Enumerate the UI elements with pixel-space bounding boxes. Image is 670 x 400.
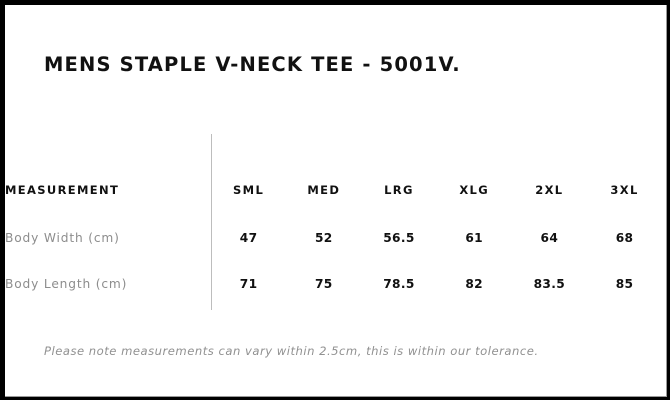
table-row: Body Width (cm) 47 52 56.5 61 64 68 [5, 215, 662, 261]
column-header-sml: SML [233, 183, 265, 197]
row-label-body-length: Body Length (cm) [5, 277, 128, 291]
column-header-xlg: XLG [459, 183, 489, 197]
cell-body-length-lrg: 78.5 [383, 277, 415, 291]
cell-body-length-sml: 71 [239, 277, 258, 291]
table-header-row: MEASUREMENT SML MED LRG XLG 2XL 3XL [5, 165, 662, 215]
cell-body-length-2xl: 83.5 [533, 277, 566, 291]
cell-body-width-med: 52 [314, 231, 333, 245]
size-chart-canvas: MENS STAPLE V-NECK TEE - 5001V. MEASUREM… [5, 5, 667, 397]
column-header-3xl: 3XL [610, 183, 639, 197]
cell-body-length-3xl: 85 [615, 277, 634, 291]
column-header-measurement: MEASUREMENT [5, 183, 120, 197]
column-header-med: MED [307, 183, 341, 197]
tolerance-note: Please note measurements can vary within… [44, 344, 539, 358]
page-title: MENS STAPLE V-NECK TEE - 5001V. [44, 53, 461, 76]
cell-body-length-xlg: 82 [465, 277, 483, 291]
cell-body-width-lrg: 56.5 [383, 231, 415, 245]
table-row: Body Length (cm) 71 75 78.5 82 83.5 85 [5, 261, 662, 307]
cell-body-width-sml: 47 [239, 231, 258, 245]
cell-body-width-xlg: 61 [465, 231, 483, 245]
cell-body-width-3xl: 68 [615, 231, 634, 245]
size-chart-table: MEASUREMENT SML MED LRG XLG 2XL 3XL Body… [5, 165, 662, 307]
row-label-body-width: Body Width (cm) [5, 231, 120, 245]
table-vertical-divider [211, 134, 212, 310]
cell-body-width-2xl: 64 [540, 231, 559, 245]
column-header-2xl: 2XL [535, 183, 564, 197]
column-header-lrg: LRG [384, 183, 414, 197]
cell-body-length-med: 75 [314, 277, 333, 291]
